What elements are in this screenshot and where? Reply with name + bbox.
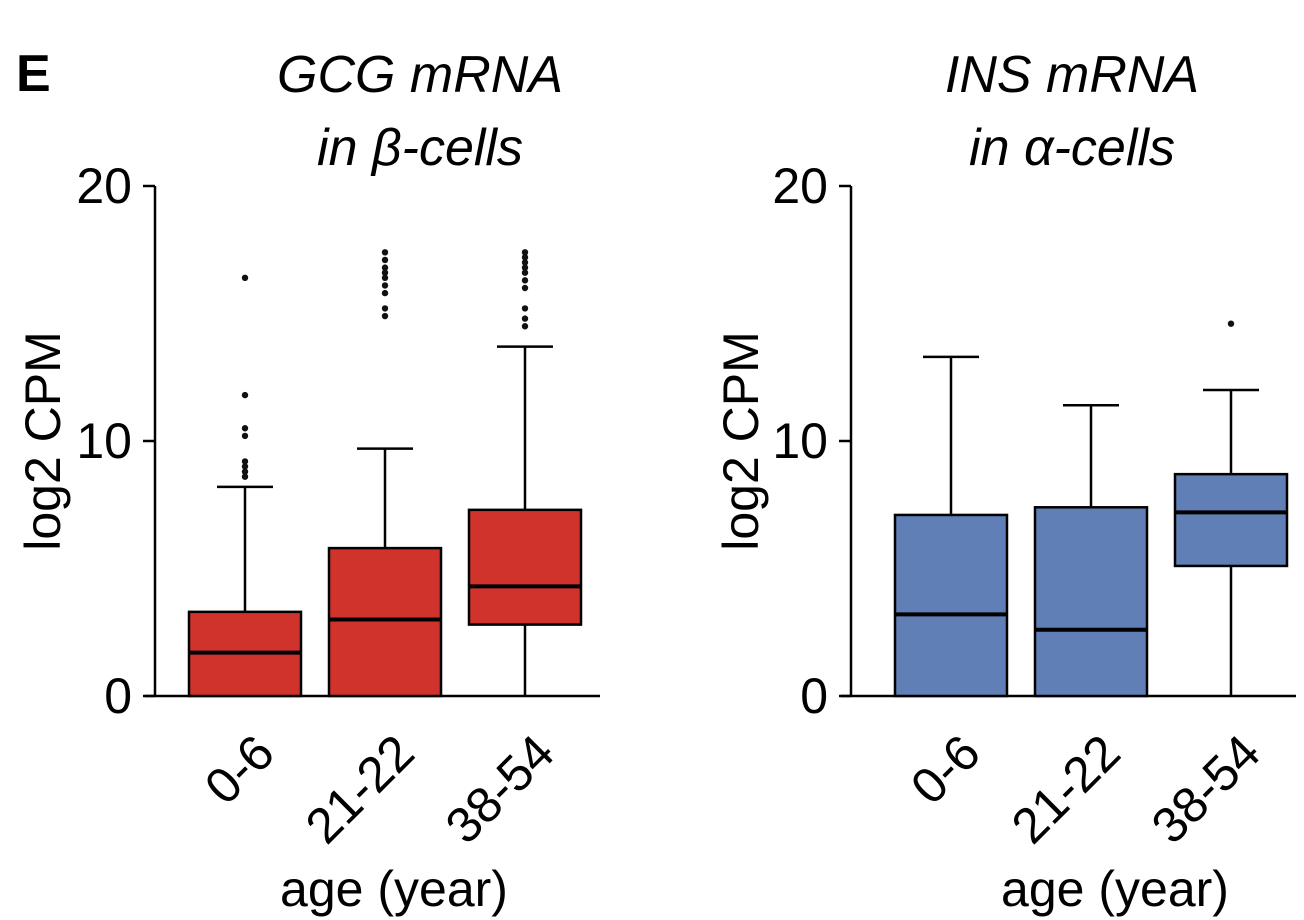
outlier-point (241, 391, 249, 399)
x-axis-label: age (year) (1001, 861, 1229, 917)
outlier-point (381, 264, 389, 271)
x-category-label: 0-6 (194, 724, 285, 815)
outlier-point (241, 432, 249, 440)
x-category-label: 38-54 (1141, 724, 1271, 854)
outlier-point (521, 259, 529, 266)
outlier-point (1227, 320, 1235, 327)
outlier-point (241, 473, 249, 480)
y-tick-label: 10 (772, 413, 828, 469)
outlier-point (521, 315, 529, 322)
outlier-point (381, 269, 389, 276)
outlier-point (381, 289, 389, 297)
y-tick-label: 10 (76, 413, 132, 469)
outlier-point (381, 312, 389, 320)
x-category-label: 21-22 (295, 724, 425, 854)
chart-title-line-2: in β-cells (317, 119, 523, 177)
outlier-point (241, 274, 249, 281)
outlier-point (381, 282, 389, 289)
outlier-point (521, 264, 529, 271)
chart-gcg-beta-cells: GCG mRNA in β-cells log2 CPM age (year) … (15, 46, 600, 917)
outlier-point (521, 249, 529, 256)
box-rect (893, 513, 1009, 698)
chart-title-line-1: GCG mRNA (277, 46, 563, 104)
y-tick-label: 0 (800, 668, 828, 724)
x-category-label: 21-22 (1001, 724, 1131, 854)
chart-title-line-2: in α-cells (969, 119, 1175, 177)
box-rect (1173, 472, 1289, 568)
outlier-point (381, 256, 389, 264)
plot-area: 0 10 20 0-6 21-22 38-54 (76, 158, 600, 854)
panel-label: E (16, 45, 51, 103)
outlier-point (521, 277, 529, 284)
outlier-point (521, 284, 529, 292)
outlier-point (241, 458, 249, 465)
chart-ins-alpha-cells: INS mRNA in α-cells log2 CPM age (year) … (713, 46, 1296, 917)
outlier-point (521, 269, 529, 276)
outlier-point (521, 254, 529, 261)
outlier-point (521, 323, 529, 330)
outlier-point (241, 463, 249, 470)
y-tick-label: 0 (104, 668, 132, 724)
outlier-point (381, 249, 389, 256)
y-axis-label: log2 CPM (713, 331, 769, 551)
x-category-label: 38-54 (435, 724, 565, 854)
x-axis-label: age (year) (280, 861, 508, 917)
outlier-point (521, 305, 529, 312)
outlier-point (381, 274, 389, 281)
y-tick-label: 20 (772, 158, 828, 214)
box-rect (467, 508, 583, 626)
outlier-point (241, 468, 249, 475)
outlier-point (241, 425, 249, 432)
box-rect (1033, 506, 1149, 698)
x-category-label: 0-6 (900, 724, 991, 815)
chart-title-line-1: INS mRNA (945, 46, 1199, 104)
outlier-point (381, 305, 389, 312)
box-rect (327, 546, 443, 698)
y-axis-label: log2 CPM (15, 331, 71, 551)
plot-area: 0 10 20 0-6 21-22 38-54 (772, 158, 1296, 854)
y-tick-label: 20 (76, 158, 132, 214)
